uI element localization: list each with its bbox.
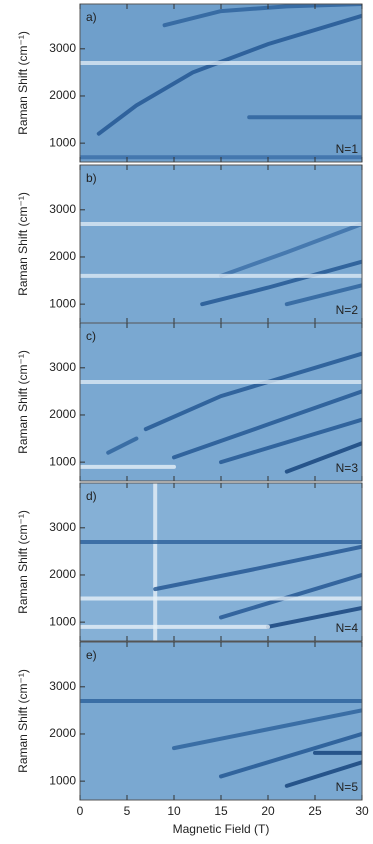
x-axis-label: Magnetic Field (T): [173, 822, 270, 836]
streak: [143, 351, 362, 432]
panel: 1000 2000 3000 c) N=3 Raman Shift (cm⁻¹): [16, 322, 363, 482]
streak: [106, 436, 139, 455]
y-tick-label: 3000: [49, 41, 76, 55]
y-tick-label: 1000: [49, 773, 76, 787]
panel-label: e): [86, 648, 97, 662]
y-axis-label: Raman Shift (cm⁻¹): [16, 192, 30, 296]
map-background: [80, 323, 362, 481]
streak: [284, 283, 362, 307]
y-tick-label: 2000: [49, 407, 76, 421]
annotation: N=2: [336, 303, 359, 317]
x-tick-label: 25: [308, 804, 322, 818]
streaks: [80, 351, 362, 474]
streaks: [80, 483, 362, 641]
x-tick-label: 5: [124, 804, 131, 818]
x-tick-label: 0: [77, 804, 84, 818]
annotation: N=4: [336, 621, 359, 635]
panel-label: b): [86, 171, 97, 185]
panel: 1000 2000 3000 d) N=4 Raman Shift (cm⁻¹): [16, 482, 363, 642]
y-tick-label: 1000: [49, 454, 76, 468]
y-tick-label: 2000: [49, 249, 76, 263]
y-tick-label: 3000: [49, 520, 76, 534]
streak: [266, 605, 362, 629]
streaks: [80, 221, 362, 307]
y-axis-label: Raman Shift (cm⁻¹): [16, 350, 30, 454]
y-tick-label: 2000: [49, 88, 76, 102]
panel: 1000 2000 3000 a) N=1 Raman Shift (cm⁻¹): [16, 3, 363, 163]
streak: [172, 708, 362, 751]
y-tick-label: 3000: [49, 679, 76, 693]
streak: [172, 389, 362, 460]
y-tick-label: 1000: [49, 614, 76, 628]
annotation: N=5: [336, 780, 359, 794]
panel-label: a): [86, 10, 97, 24]
streaks: [80, 698, 362, 788]
x-tick-label: 10: [167, 804, 181, 818]
streak: [284, 760, 362, 788]
annotation: N=1: [336, 142, 359, 156]
streak: [162, 4, 362, 28]
streaks: [80, 4, 362, 160]
panel: 1000 2000 3000 0 5 10 15 20 25 30 e) N=5 Raman Shift…: [16, 641, 369, 836]
y-axis-label: Raman Shift (cm⁻¹): [16, 510, 30, 614]
y-tick-label: 1000: [49, 135, 76, 149]
y-tick-label: 2000: [49, 726, 76, 740]
panel: 1000 2000 3000 b) N=2 Raman Shift (cm⁻¹): [16, 164, 363, 324]
streak: [96, 13, 362, 136]
streak: [219, 731, 362, 779]
y-tick-label: 1000: [49, 296, 76, 310]
y-tick-label: 3000: [49, 202, 76, 216]
y-axis-label: Raman Shift (cm⁻¹): [16, 669, 30, 773]
y-axis-label: Raman Shift (cm⁻¹): [16, 31, 30, 135]
streak: [284, 441, 362, 474]
x-tick-label: 30: [355, 804, 369, 818]
annotation: N=3: [336, 461, 359, 475]
y-tick-label: 3000: [49, 360, 76, 374]
streak: [219, 417, 362, 465]
streak: [219, 221, 362, 278]
streak: [219, 572, 362, 620]
y-tick-label: 2000: [49, 567, 76, 581]
streak: [200, 259, 362, 307]
panel-label: d): [86, 489, 97, 503]
map-background: [80, 483, 362, 641]
x-tick-label: 15: [214, 804, 228, 818]
panel-label: c): [86, 329, 96, 343]
x-tick-label: 20: [261, 804, 275, 818]
streak: [153, 544, 362, 592]
